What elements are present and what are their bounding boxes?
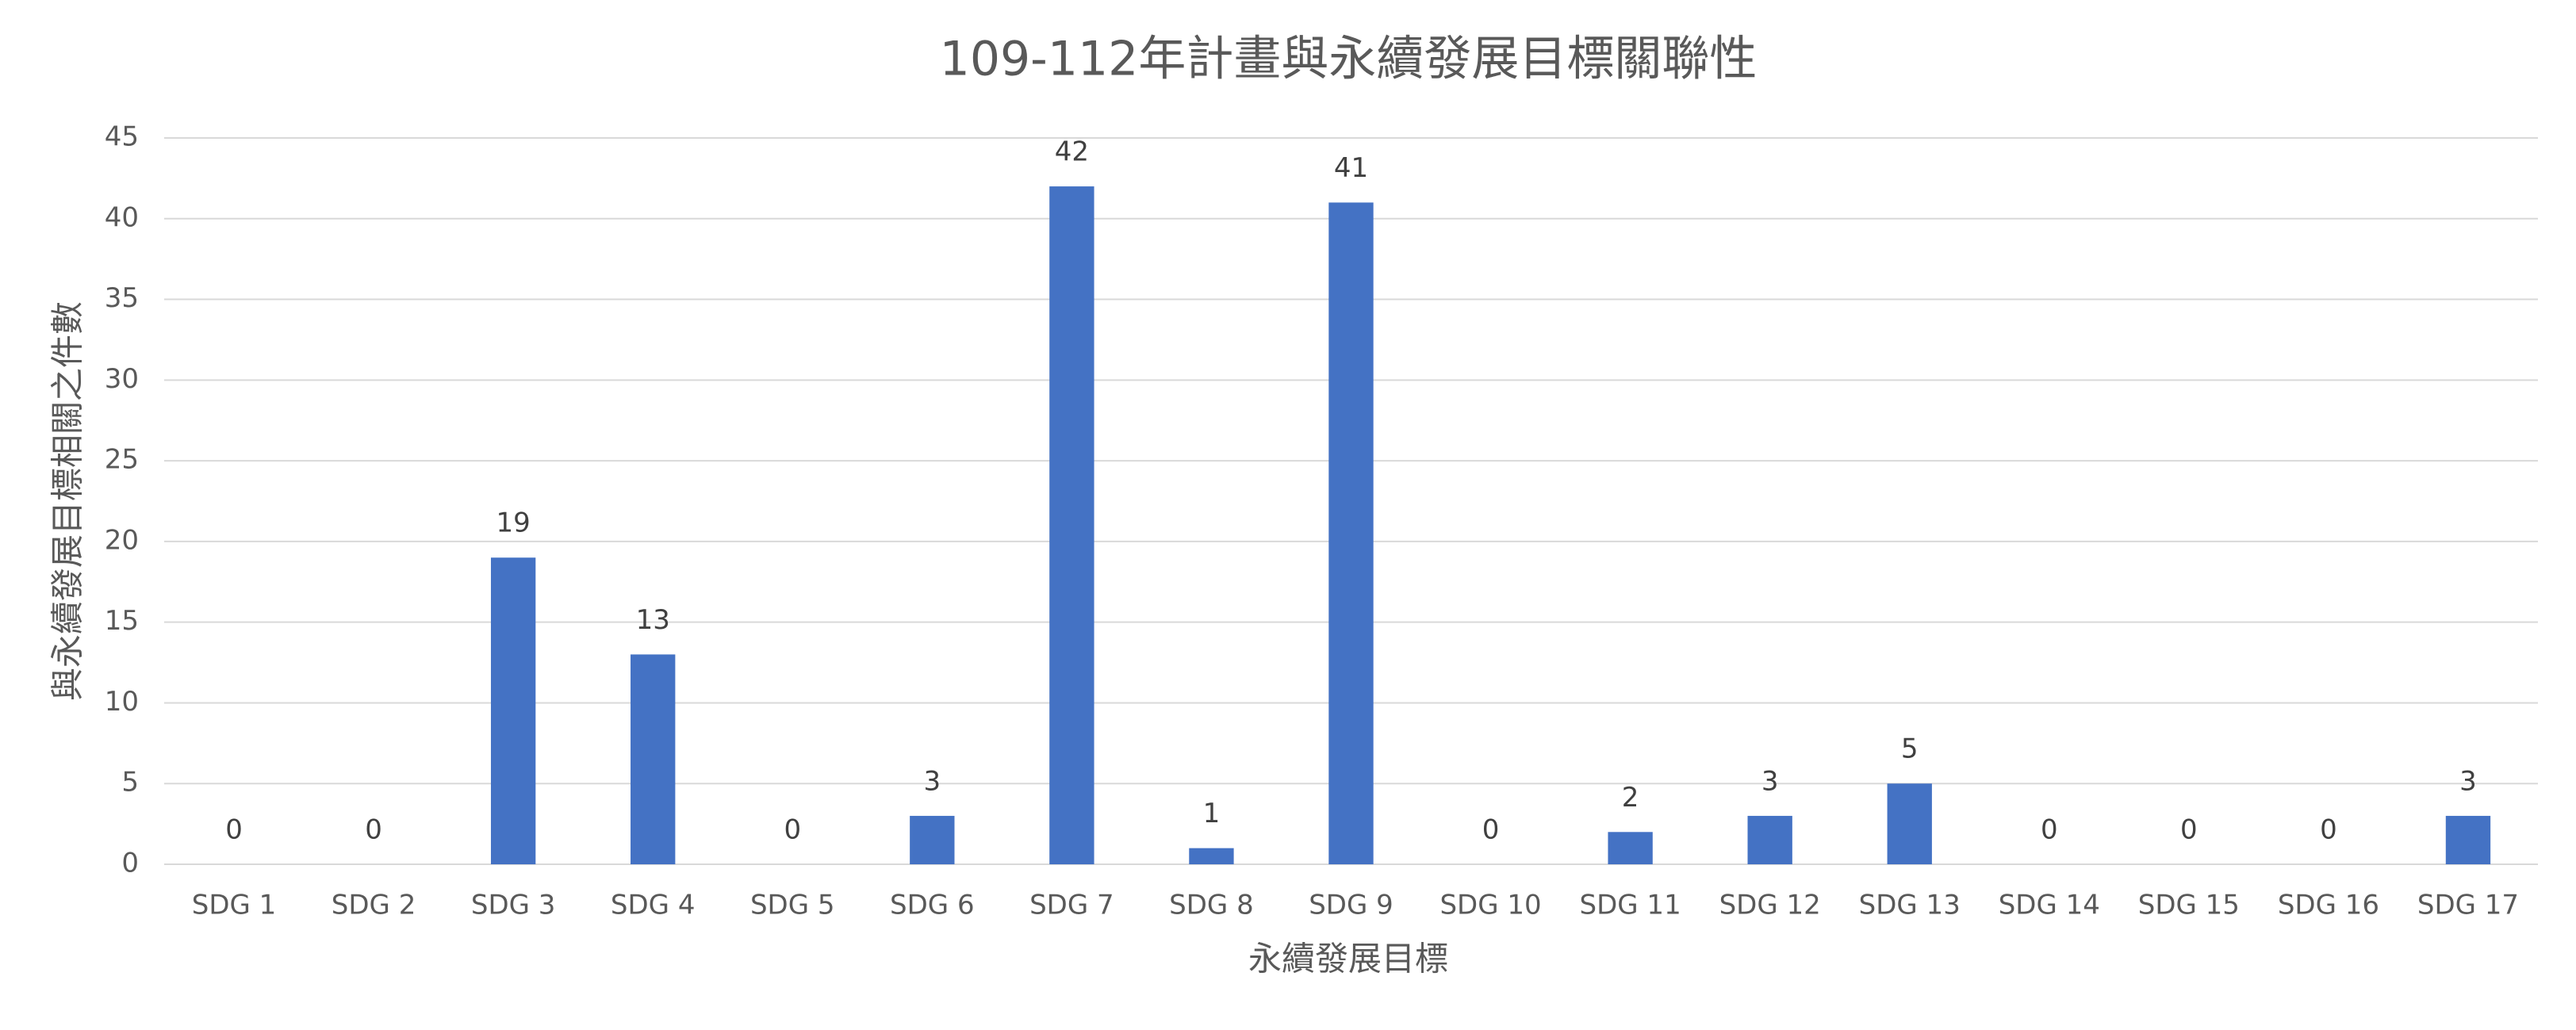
- x-tick-label: SDG 13: [1859, 890, 1961, 921]
- data-label: 0: [225, 814, 243, 846]
- x-tick-label: SDG 15: [2138, 890, 2240, 921]
- x-tick-label: SDG 16: [2278, 890, 2379, 921]
- data-label: 13: [636, 604, 670, 636]
- x-tick-label: SDG 2: [332, 890, 416, 921]
- data-label: 42: [1055, 136, 1089, 168]
- x-tick-label: SDG 6: [890, 890, 975, 921]
- y-tick-label: 10: [105, 686, 139, 718]
- bar: [490, 557, 536, 864]
- bar: [1049, 186, 1094, 865]
- bar: [1887, 783, 1932, 864]
- data-label: 1: [1203, 798, 1221, 829]
- data-label: 19: [496, 507, 531, 539]
- x-tick-label: SDG 10: [1439, 890, 1541, 921]
- chart-title: 109-112年計畫與永續發展目標關聯性: [940, 32, 1758, 87]
- data-label: 3: [2459, 765, 2477, 797]
- bar: [910, 815, 955, 864]
- data-label: 2: [1622, 782, 1639, 814]
- y-axis-title: 與永續發展目標相關之件數: [48, 301, 87, 701]
- y-tick-label: 25: [105, 444, 139, 476]
- y-tick-label: 30: [105, 363, 139, 395]
- x-tick-label: SDG 12: [1719, 890, 1821, 921]
- bar: [1608, 832, 1653, 864]
- data-label: 0: [784, 814, 801, 846]
- x-tick-label: SDG 3: [471, 890, 556, 921]
- data-label: 0: [2180, 814, 2198, 846]
- y-tick-label: 45: [105, 121, 139, 153]
- x-tick-label: SDG 9: [1309, 890, 1393, 921]
- data-label: 0: [2320, 814, 2337, 846]
- bar: [1747, 815, 1792, 864]
- data-label: 3: [1761, 765, 1779, 797]
- y-tick-label: 35: [105, 282, 139, 314]
- y-tick-label: 0: [121, 848, 139, 879]
- data-label: 3: [924, 765, 941, 797]
- y-tick-label: 40: [105, 201, 139, 233]
- x-tick-label: SDG 7: [1029, 890, 1114, 921]
- data-label: 0: [2041, 814, 2058, 846]
- x-tick-label: SDG 17: [2417, 890, 2519, 921]
- data-label: 0: [365, 814, 382, 846]
- bar: [2445, 815, 2491, 864]
- bar: [631, 654, 676, 864]
- data-label: 0: [1482, 814, 1500, 846]
- x-tick-label: SDG 8: [1169, 890, 1254, 921]
- x-axis-title: 永續發展目標: [1248, 940, 1448, 978]
- x-tick-label: SDG 14: [1999, 890, 2100, 921]
- data-label: 41: [1334, 152, 1368, 184]
- x-tick-label: SDG 1: [192, 890, 277, 921]
- data-label: 5: [1901, 733, 1919, 765]
- x-tick-label: SDG 5: [750, 890, 835, 921]
- x-tick-label: SDG 4: [611, 890, 696, 921]
- y-tick-label: 5: [121, 767, 139, 798]
- bar: [1189, 848, 1234, 864]
- y-tick-label: 15: [105, 605, 139, 637]
- bar: [1328, 202, 1374, 864]
- y-tick-label: 20: [105, 524, 139, 556]
- x-tick-label: SDG 11: [1580, 890, 1681, 921]
